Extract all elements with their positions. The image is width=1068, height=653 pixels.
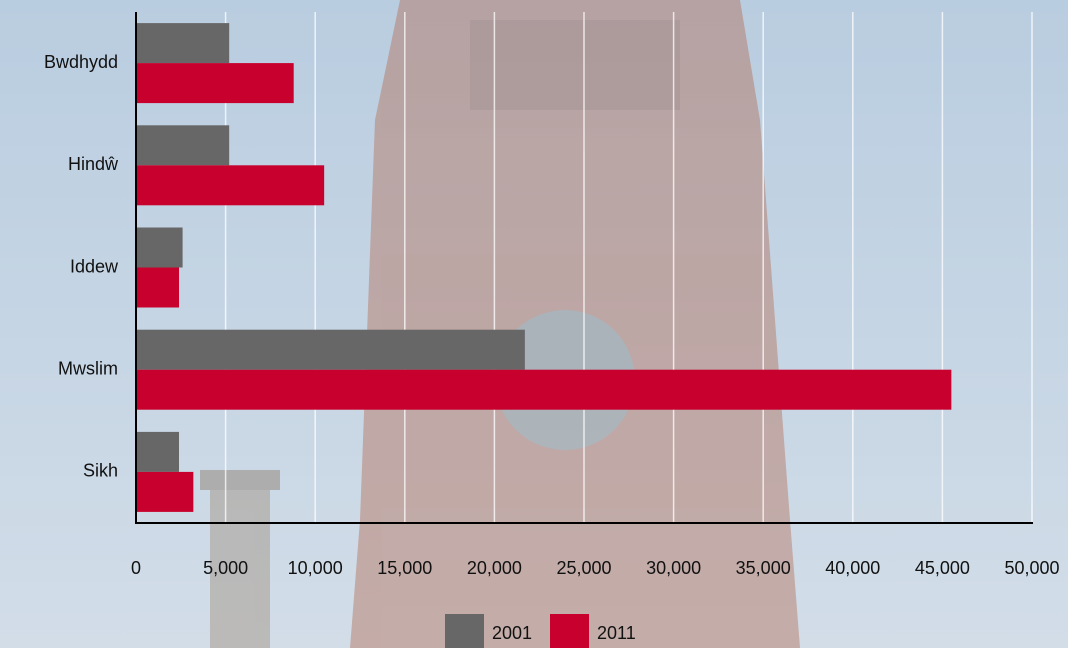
y-tick-label: Sikh — [83, 461, 118, 481]
x-tick-label: 0 — [131, 558, 141, 578]
x-tick-label: 35,000 — [736, 558, 791, 578]
legend-label: 2001 — [492, 623, 532, 643]
bar — [136, 125, 229, 165]
x-tick-label: 5,000 — [203, 558, 248, 578]
x-tick-label: 20,000 — [467, 558, 522, 578]
bar — [136, 23, 229, 63]
y-tick-label: Mwslim — [58, 358, 118, 378]
x-tick-label: 15,000 — [377, 558, 432, 578]
bar — [136, 165, 324, 205]
page: {"chart_data": {"type": "barh", "categor… — [0, 0, 1068, 648]
x-tick-label: 25,000 — [556, 558, 611, 578]
bar — [136, 432, 179, 472]
bar — [136, 370, 951, 410]
bar — [136, 472, 193, 512]
y-tick-label: Bwdhydd — [44, 52, 118, 72]
bar — [136, 268, 179, 308]
x-tick-label: 45,000 — [915, 558, 970, 578]
x-tick-label: 40,000 — [825, 558, 880, 578]
legend-swatch — [550, 614, 589, 648]
y-tick-label: Iddew — [70, 256, 119, 276]
chart: 0 5,000 10,000 15,000 20,000 25,000 30,000 35,0… — [0, 0, 1068, 648]
bar — [136, 63, 294, 103]
legend-label: 2011 — [597, 623, 636, 643]
bar — [136, 228, 183, 268]
y-tick-label: Hindŵ — [68, 154, 119, 174]
x-tick-label: 10,000 — [288, 558, 343, 578]
x-tick-label: 30,000 — [646, 558, 701, 578]
bar — [136, 330, 525, 370]
x-tick-label: 50,000 — [1004, 558, 1059, 578]
legend-swatch — [445, 614, 484, 648]
